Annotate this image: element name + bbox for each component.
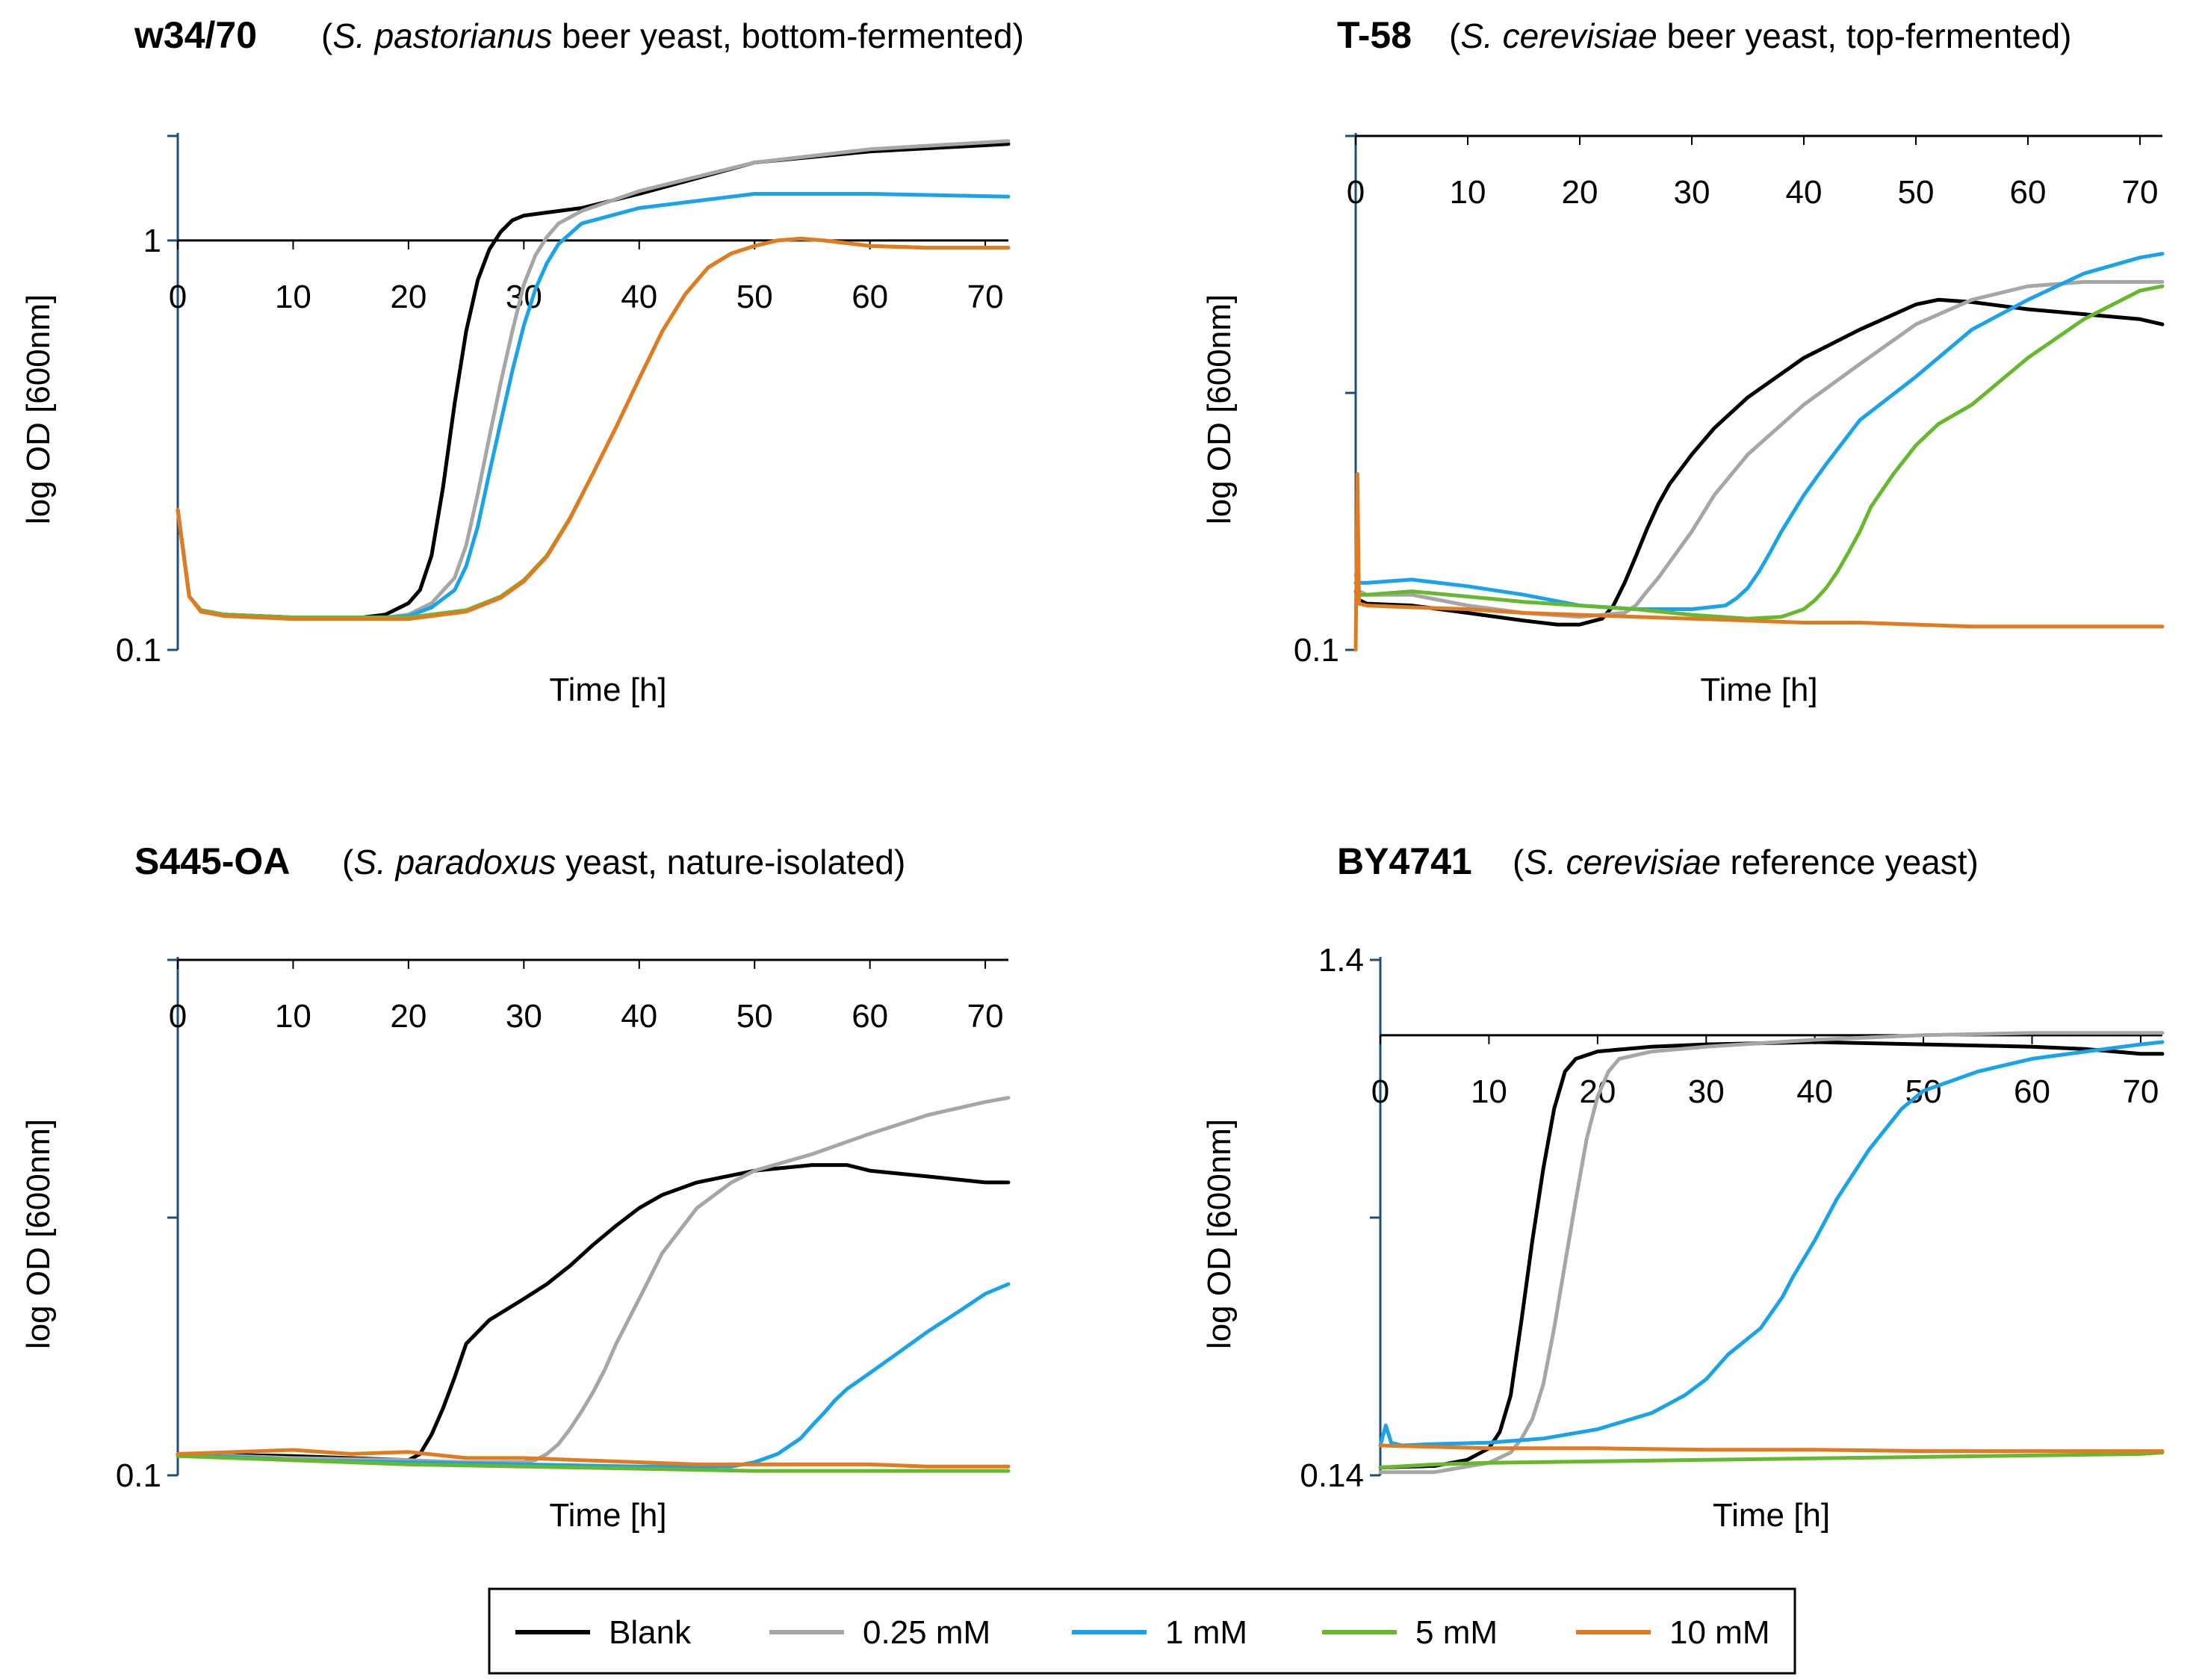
y-tick-label: 0.1: [1294, 632, 1339, 669]
x-axis-label: Time [h]: [549, 672, 666, 708]
x-tick-label: 30: [1688, 1073, 1725, 1110]
x-tick-label: 60: [2010, 174, 2047, 211]
subtitle-part: (: [1513, 843, 1524, 881]
panel-title: w34/70: [134, 14, 257, 56]
x-tick-label: 70: [2122, 1073, 2159, 1110]
x-tick-label: 20: [390, 279, 426, 315]
subtitle-part: (: [321, 16, 333, 55]
series-line-0-25-mm: [176, 139, 1011, 620]
subtitle-part: yeast, nature-isolated): [556, 843, 905, 881]
panel-by4741: BY4741 (S. cerevisiae reference yeast) 0…: [1201, 840, 2165, 1534]
subtitle-part: reference yeast): [1721, 843, 1979, 881]
y-tick-label: 0.1: [116, 1457, 161, 1494]
y-tick-label: 0.1: [116, 632, 161, 669]
series-line-blank: [176, 1163, 1011, 1463]
x-tick-label: 60: [852, 998, 888, 1035]
legend-label: 10 mM: [1669, 1614, 1769, 1651]
x-tick-label: 30: [1674, 174, 1710, 211]
series-line-10-mm: [1378, 1443, 2165, 1454]
y-axis-label: log OD [600nm]: [1201, 294, 1238, 524]
series-line-1-mm: [1353, 252, 2165, 611]
series-line-5-mm: [1378, 1451, 2165, 1469]
series-line-10-mm: [176, 1448, 1011, 1469]
series-line-blank: [1353, 297, 2165, 627]
x-tick-label: 10: [1450, 174, 1486, 211]
panel-subtitle: (S. cerevisiae beer yeast, top-fermented…: [1449, 16, 2072, 55]
series-line-5-mm: [176, 1454, 1011, 1473]
series-line-1-mm: [176, 192, 1011, 620]
x-tick-label: 0: [169, 998, 187, 1035]
y-tick-label: 1.4: [1318, 942, 1364, 979]
panel-subtitle: (S. paradoxus yeast, nature-isolated): [342, 843, 905, 881]
series-line-1-mm: [1378, 1040, 2165, 1448]
subtitle-part: S. paradoxus: [353, 843, 556, 881]
x-tick-label: 20: [390, 998, 426, 1035]
x-tick-label: 50: [1898, 174, 1935, 211]
subtitle-part: (: [1449, 16, 1461, 55]
panel-title: T-58: [1337, 14, 1412, 56]
subtitle-part: S. cerevisiae: [1524, 843, 1720, 881]
x-tick-label: 20: [1579, 1073, 1616, 1110]
subtitle-part: S. pastorianus: [332, 16, 552, 55]
legend-label: Blank: [609, 1614, 692, 1651]
x-axis-label: Time [h]: [1713, 1497, 1830, 1534]
y-tick-label: 1: [143, 223, 161, 259]
x-tick-label: 70: [967, 279, 1004, 315]
x-tick-label: 60: [2014, 1073, 2050, 1110]
panel-t-58: T-58 (S. cerevisiae beer yeast, top-ferm…: [1201, 14, 2165, 708]
x-tick-label: 50: [736, 998, 773, 1035]
y-axis-label: log OD [600nm]: [1201, 1119, 1238, 1349]
y-tick-label: 0.14: [1300, 1457, 1364, 1494]
x-tick-label: 10: [275, 998, 311, 1035]
legend-label: 5 mM: [1415, 1614, 1498, 1651]
x-axis-label: Time [h]: [549, 1497, 666, 1534]
series-line-0-25-mm: [176, 1096, 1011, 1464]
x-tick-label: 50: [736, 279, 773, 315]
x-tick-label: 40: [1786, 174, 1823, 211]
x-tick-label: 40: [1796, 1073, 1833, 1110]
x-tick-label: 40: [621, 998, 657, 1035]
series-line-1-mm: [176, 1282, 1011, 1469]
x-tick-label: 60: [852, 279, 888, 315]
subtitle-part: (: [342, 843, 354, 881]
panel-subtitle: (S. cerevisiae reference yeast): [1513, 843, 1979, 881]
subtitle-part: beer yeast, bottom-fermented): [552, 16, 1024, 55]
panel-s445-oa: S445-OA (S. paradoxus yeast, nature-isol…: [20, 840, 1011, 1534]
x-tick-label: 0: [1347, 174, 1365, 211]
subtitle-part: beer yeast, top-fermented): [1657, 16, 2072, 55]
x-tick-label: 10: [275, 279, 311, 315]
series-line-0-25-mm: [1353, 279, 2165, 619]
series-line-5-mm: [1353, 284, 2165, 621]
x-tick-label: 40: [621, 279, 657, 315]
series-line-10-mm: [1353, 471, 2165, 652]
legend-label: 0.25 mM: [863, 1614, 990, 1651]
x-tick-label: 70: [967, 998, 1004, 1035]
legend-label: 1 mM: [1165, 1614, 1247, 1651]
x-axis-label: Time [h]: [1700, 672, 1817, 708]
panel-subtitle: (S. pastorianus beer yeast, bottom-ferme…: [321, 16, 1024, 55]
x-tick-label: 0: [169, 279, 187, 315]
series-line-10-mm: [176, 237, 1011, 622]
x-tick-label: 70: [2122, 174, 2159, 211]
x-tick-label: 0: [1371, 1073, 1389, 1110]
panel-title: S445-OA: [134, 840, 290, 882]
panel-w34-70: w34/70 (S. pastorianus beer yeast, botto…: [20, 14, 1024, 708]
series-line-blank: [176, 142, 1011, 620]
legend: Blank 0.25 mM 1 mM 5 mM 10 mM: [488, 1587, 1796, 1675]
subtitle-part: S. cerevisiae: [1460, 16, 1657, 55]
x-tick-label: 30: [506, 998, 542, 1035]
y-axis-label: log OD [600nm]: [20, 1119, 57, 1349]
y-axis-label: log OD [600nm]: [20, 294, 57, 524]
x-tick-label: 10: [1471, 1073, 1507, 1110]
x-tick-label: 20: [1562, 174, 1598, 211]
panel-title: BY4741: [1337, 840, 1472, 882]
